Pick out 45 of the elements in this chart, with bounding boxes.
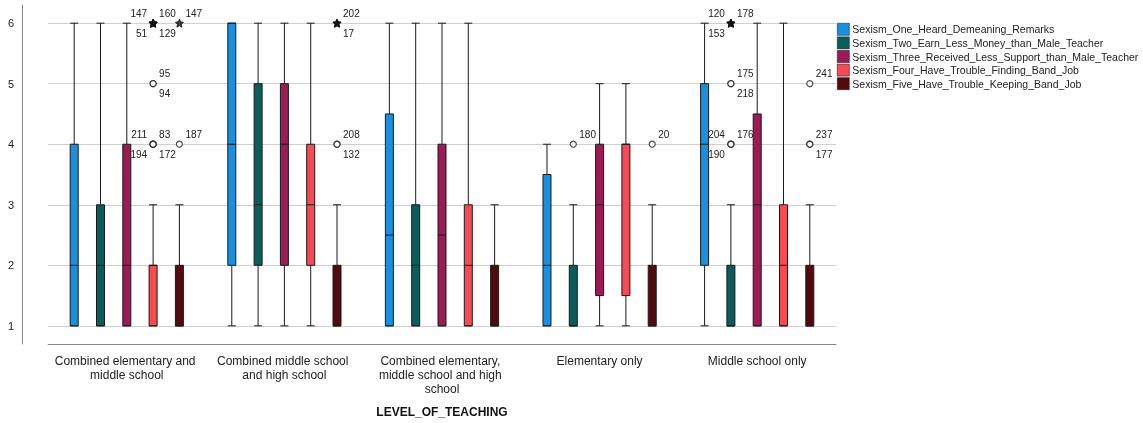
legend-label: Sexism_Five_Have_Trouble_Keeping_Band_Job (852, 77, 1082, 90)
annotation: 120 (708, 7, 726, 19)
x-tick-label: Combined elementary, middle school and high school (378, 354, 506, 396)
annotation: 178 (736, 7, 755, 19)
annotation: 147 (130, 7, 148, 19)
x-tick-label: Middle school only (707, 354, 807, 368)
legend-label: Sexism_Two_Earn_Less_Money_than_Male_Teacher (852, 36, 1104, 49)
annotation: 237 (815, 128, 833, 140)
legend-label: Sexism_Four_Have_Trouble_Finding_Band_Job (852, 64, 1080, 77)
annotation: 129 (159, 27, 177, 39)
annotation: 95 (159, 68, 171, 80)
x-tick-label: Combined elementary and middle school (54, 354, 199, 382)
annotation: 202 (343, 7, 361, 19)
x-tick-label: Elementary only (556, 354, 643, 368)
annotation: 208 (343, 128, 361, 140)
annotation: 211 (131, 128, 148, 140)
annotation: 20 (658, 128, 670, 140)
annotation: 218 (736, 88, 755, 100)
annotation: 172 (159, 148, 177, 160)
annotation: 132 (343, 148, 361, 160)
annotation: 51 (135, 27, 148, 39)
x-axis-title: LEVEL_OF_TEACHING (376, 405, 508, 419)
annotation: 177 (815, 148, 833, 160)
annotation: 176 (736, 128, 755, 140)
y-tick-label: 4 (7, 138, 14, 151)
annotation: 194 (130, 148, 148, 160)
y-tick-label: 3 (7, 198, 14, 211)
y-tick-label: 1 (7, 319, 14, 332)
y-tick-label: 5 (7, 77, 14, 90)
annotation: 17 (343, 27, 355, 39)
annotation: 147 (185, 7, 203, 19)
annotation: 190 (708, 148, 726, 160)
annotation: 83 (159, 128, 171, 140)
annotation: 94 (159, 88, 171, 100)
annotation: 153 (708, 27, 726, 39)
y-tick-label: 6 (7, 17, 14, 30)
legend-label: Sexism_One_Heard_Demeaning_Remarks (852, 23, 1055, 36)
annotation: 160 (159, 7, 177, 19)
y-tick-label: 2 (7, 259, 14, 272)
annotation: 187 (185, 128, 203, 140)
legend-label: Sexism_Three_Received_Less_Support_than_Male_Teacher (852, 50, 1139, 63)
annotation: 241 (815, 68, 833, 80)
x-tick-label: Combined middle school and high school (217, 354, 352, 382)
annotation: 175 (736, 68, 755, 80)
annotation: 180 (579, 128, 597, 140)
